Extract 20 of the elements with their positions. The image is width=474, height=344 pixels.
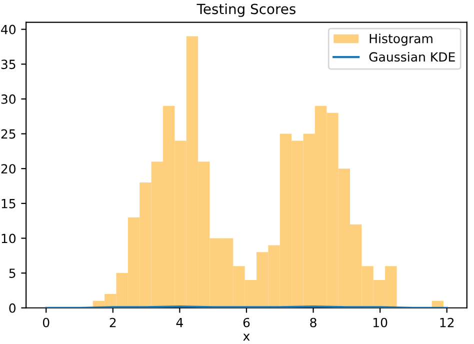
y-tick-label: 25: [1, 129, 16, 139]
x-tick-label: 0: [42, 318, 50, 328]
x-tick-label: 10: [373, 318, 388, 328]
y-tick-label: 10: [2, 234, 16, 244]
legend-label: Gaussian KDE: [369, 52, 455, 62]
x-tick-label: 4: [176, 318, 183, 328]
chart-title: Testing Scores: [196, 3, 296, 17]
y-tick-label: 40: [1, 24, 16, 34]
x-tick-label: 12: [440, 318, 454, 328]
y-tick-label: 15: [2, 199, 16, 208]
y-tick-label: 0: [9, 303, 16, 313]
x-tick-label: 2: [110, 318, 116, 328]
legend-label: Histogram: [370, 34, 432, 46]
y-tick-label: 30: [1, 94, 16, 104]
x-axis-title: x: [243, 334, 250, 341]
x-tick-label: 6: [243, 318, 250, 328]
y-tick-label: 35: [1, 60, 16, 70]
y-tick-label: 5: [9, 268, 16, 278]
x-tick-label: 8: [310, 318, 316, 328]
y-tick-label: 20: [1, 164, 16, 174]
